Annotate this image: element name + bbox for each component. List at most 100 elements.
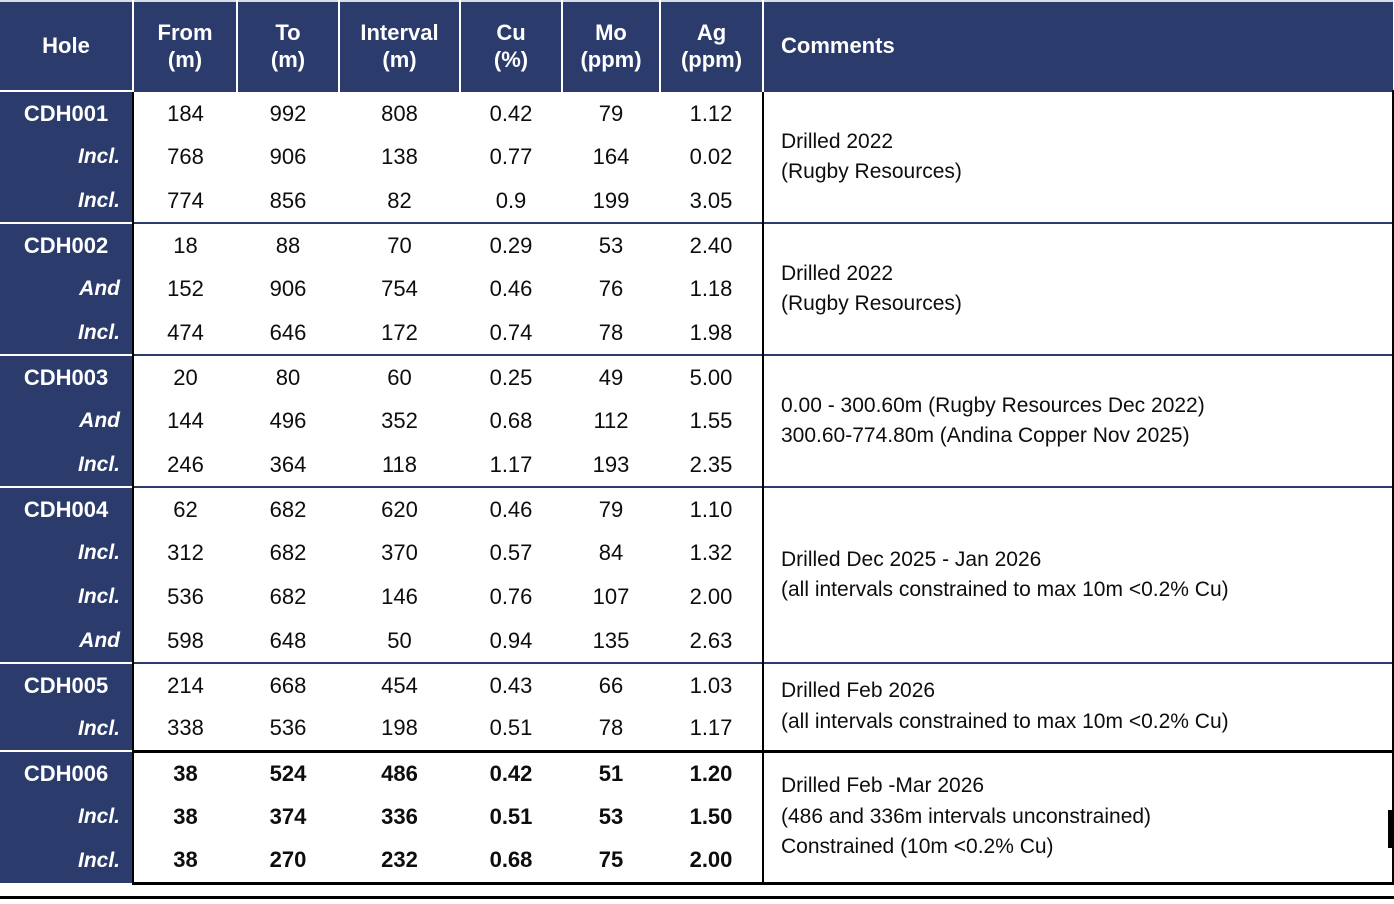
qualifier-cell: And	[0, 619, 134, 663]
cell-cu: 0.68	[460, 839, 562, 885]
cell-to: 270	[237, 839, 339, 885]
cell-mo: 79	[562, 90, 660, 135]
cell-ag: 1.10	[660, 486, 763, 531]
cell-ag: 2.00	[660, 839, 763, 885]
hole-id-cell: CDH002	[0, 222, 134, 267]
qualifier-cell: Incl.	[0, 531, 134, 575]
table-row: And 152 906 754 0.46 76 1.18	[0, 267, 1393, 311]
cell-cu: 0.42	[460, 90, 562, 135]
hole-id-cell: CDH004	[0, 486, 134, 531]
cell-to: 906	[237, 135, 339, 179]
cell-interval: 370	[339, 531, 460, 575]
table-row: Incl. 38 374 336 0.51 53 1.50	[0, 795, 1393, 839]
comment-cell: Drilled 2022 (Rugby Resources)	[762, 90, 1394, 223]
cell-from: 768	[133, 135, 237, 179]
cell-ag: 1.20	[660, 749, 763, 795]
comment-cell: Drilled 2022 (Rugby Resources)	[762, 222, 1394, 355]
cell-ag: 1.12	[660, 90, 763, 135]
cell-to: 496	[237, 399, 339, 443]
cell-cu: 0.57	[460, 531, 562, 575]
cell-to: 682	[237, 486, 339, 531]
cell-interval: 172	[339, 311, 460, 355]
hole-id-cell: CDH005	[0, 662, 134, 707]
cell-interval: 138	[339, 135, 460, 179]
table-row: Incl. 338 536 198 0.51 78 1.17	[0, 707, 1393, 751]
cell-to: 856	[237, 179, 339, 223]
table-row: Incl. 38 270 232 0.68 75 2.00	[0, 839, 1393, 885]
column-header-interval: Interval (m)	[339, 1, 461, 91]
drill-results-table: Hole From (m) To (m) Interval (m) Cu (%) Mo (…	[0, 0, 1394, 885]
cell-ag: 1.17	[660, 707, 763, 751]
cell-interval: 754	[339, 267, 460, 311]
table-row: Incl. 312 682 370 0.57 84 1.32	[0, 531, 1393, 575]
column-header-ag: Ag (ppm)	[660, 1, 764, 91]
cell-ag: 2.00	[660, 575, 763, 619]
qualifier-cell: Incl.	[0, 707, 134, 751]
cell-mo: 51	[562, 749, 660, 795]
cell-from: 38	[133, 839, 237, 885]
cell-to: 80	[237, 354, 339, 399]
cell-to: 524	[237, 749, 339, 795]
edge-marker	[1388, 810, 1394, 848]
cell-interval: 118	[339, 443, 460, 487]
table-row: Incl. 768 906 138 0.77 164 0.02	[0, 135, 1393, 179]
table-row: CDH004 62 682 620 0.46 79 1.10 Drilled Dec 2025…	[0, 486, 1394, 663]
qualifier-cell: And	[0, 399, 134, 443]
cell-cu: 0.51	[460, 707, 562, 751]
cell-mo: 75	[562, 839, 660, 885]
cell-from: 214	[133, 662, 237, 707]
cell-mo: 76	[562, 267, 660, 311]
cell-cu: 0.51	[460, 795, 562, 839]
cell-to: 906	[237, 267, 339, 311]
cell-from: 38	[133, 749, 237, 795]
comment-cell: Drilled Feb 2026 (all intervals constrai…	[762, 662, 1394, 751]
cell-mo: 107	[562, 575, 660, 619]
cell-from: 312	[133, 531, 237, 575]
cell-from: 62	[133, 486, 237, 531]
column-header-hole: Hole	[0, 1, 134, 91]
cell-ag: 1.50	[660, 795, 763, 839]
cell-mo: 164	[562, 135, 660, 179]
cell-cu: 0.46	[460, 486, 562, 531]
cell-interval: 336	[339, 795, 460, 839]
table-row: Incl. 474 646 172 0.74 78 1.98	[0, 311, 1393, 355]
hole-id-cell: CDH006	[0, 750, 134, 795]
cell-to: 682	[237, 531, 339, 575]
cell-mo: 112	[562, 399, 660, 443]
cell-cu: 0.68	[460, 399, 562, 443]
cell-mo: 79	[562, 486, 660, 531]
cell-from: 18	[133, 222, 237, 267]
cell-from: 598	[133, 619, 237, 663]
table-body: CDH001 184 992 808 0.42 79 1.12 Drilled 2022 (R…	[0, 90, 1394, 885]
table-row: CDH005 214 668 454 0.43 66 1.03 Drilled Feb 202…	[0, 662, 1394, 751]
cell-ag: 1.18	[660, 267, 763, 311]
cell-cu: 0.9	[460, 179, 562, 223]
cell-from: 246	[133, 443, 237, 487]
cell-mo: 53	[562, 222, 660, 267]
cell-to: 648	[237, 619, 339, 663]
column-header-comments: Comments	[763, 1, 1393, 91]
cell-interval: 60	[339, 354, 460, 399]
cell-to: 668	[237, 662, 339, 707]
comment-cell: Drilled Dec 2025 - Jan 2026 (all interva…	[762, 486, 1394, 663]
cell-cu: 0.43	[460, 662, 562, 707]
cell-interval: 352	[339, 399, 460, 443]
table-row: Incl. 774 856 82 0.9 199 3.05	[0, 179, 1393, 223]
cell-ag: 1.98	[660, 311, 763, 355]
cell-interval: 198	[339, 707, 460, 751]
hole-id-cell: CDH001	[0, 90, 134, 135]
cell-ag: 2.63	[660, 619, 763, 663]
cell-interval: 146	[339, 575, 460, 619]
qualifier-cell: And	[0, 267, 134, 311]
cell-mo: 193	[562, 443, 660, 487]
column-header-from: From (m)	[133, 1, 238, 91]
cell-from: 38	[133, 795, 237, 839]
cell-mo: 66	[562, 662, 660, 707]
cell-mo: 78	[562, 707, 660, 751]
cell-cu: 0.29	[460, 222, 562, 267]
table-row: CDH001 184 992 808 0.42 79 1.12 Drilled 2022 (R…	[0, 90, 1394, 223]
cell-cu: 0.76	[460, 575, 562, 619]
cell-to: 88	[237, 222, 339, 267]
cell-mo: 78	[562, 311, 660, 355]
